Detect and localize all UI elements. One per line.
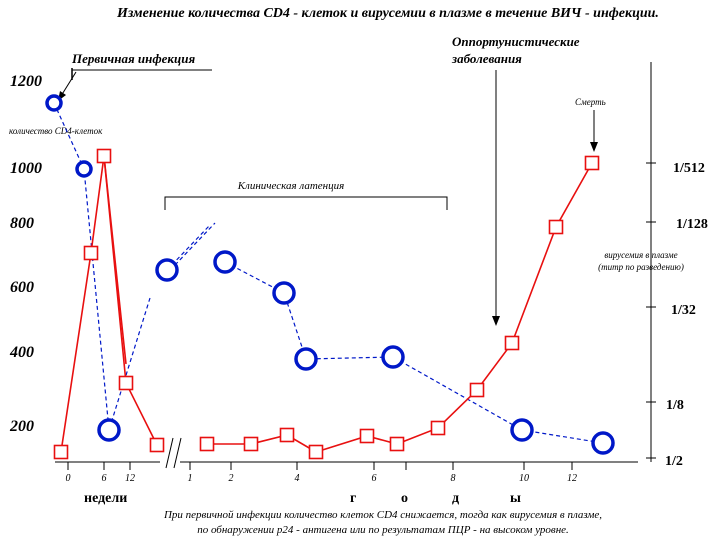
years-letter: ы (510, 491, 521, 506)
x-tick-label: 2 (229, 473, 234, 484)
cd4-point (272, 281, 296, 305)
x-tick-label: 4 (295, 473, 300, 484)
x-tick-label: 6 (372, 473, 377, 484)
left-tick-label: 800 (10, 215, 34, 232)
right-tick-label: 1/32 (671, 303, 696, 318)
viral-line-segment (207, 162, 593, 453)
viral-point (149, 437, 165, 453)
cd4-point (510, 418, 534, 442)
viral-point (359, 428, 375, 444)
cd4-point (213, 250, 237, 274)
viral-point (504, 335, 520, 351)
x-tick-label: 1 (188, 473, 193, 484)
viral-point (53, 444, 69, 460)
right-axis: 1/512 1/128 1/32 1/8 1/2 вирусемия в пла… (598, 62, 708, 469)
viral-point (584, 155, 600, 171)
right-axis-label: (титр по разведению) (598, 262, 684, 272)
viral-point (243, 436, 259, 452)
x-tick-label: 10 (519, 473, 529, 484)
axis-break-mark (165, 437, 174, 469)
footnote-line: по обнаружении р24 - антигена или по рез… (197, 524, 569, 536)
left-axis: 1200 количество CD4-клеток 1000 800 600 … (9, 73, 103, 435)
viral-point (96, 148, 112, 164)
left-axis-label: количество CD4-клеток (9, 126, 103, 136)
opportunistic-arrowhead (492, 316, 500, 326)
x-axis: 0 6 12 1 2 4 6 8 10 12 недели г о д ы (55, 437, 638, 506)
right-axis-label: вирусемия в плазме (604, 250, 677, 260)
latency-bracket-line (164, 196, 448, 210)
cd4-line-segment (174, 222, 216, 266)
footnote-line: При первичной инфекции количество клеток… (163, 509, 602, 521)
cd4-point (97, 418, 121, 442)
cd4-point (591, 431, 615, 455)
viral-point (118, 375, 134, 391)
viral-point (469, 382, 485, 398)
left-tick-label: 400 (9, 344, 34, 361)
cd4-point (45, 94, 63, 112)
years-letter: о (401, 491, 408, 506)
right-tick-label: 1/8 (666, 398, 684, 413)
right-tick-label: 1/128 (676, 217, 708, 232)
axis-break-mark (173, 437, 182, 469)
latency-label: Клиническая латенция (237, 180, 345, 192)
opportunistic-label: Оппортунистические (452, 34, 580, 49)
cd4-line-segment (224, 261, 604, 444)
x-tick-label: 12 (125, 473, 135, 484)
death-label: Смерть (575, 97, 606, 107)
x-tick-label: 0 (66, 473, 71, 484)
left-tick-label: 600 (10, 279, 34, 296)
weeks-label: недели (84, 491, 127, 506)
opportunistic-label: заболевания (451, 51, 522, 66)
cd4-point (75, 160, 93, 178)
viral-point (199, 436, 215, 452)
viral-point (548, 219, 564, 235)
left-tick-label: 1000 (10, 160, 42, 177)
viral-point (308, 444, 324, 460)
death-arrowhead (590, 142, 598, 152)
right-tick-label: 1/512 (673, 161, 705, 176)
viral-series-markers (53, 148, 600, 460)
cd4-series-lines (53, 102, 604, 444)
cd4-series-markers (45, 94, 615, 455)
primary-infection-arrow (60, 71, 77, 97)
right-tick-label: 1/2 (665, 454, 683, 469)
primary-infection-annotation: Первичная инфекция (58, 51, 212, 101)
opportunistic-annotation: Оппортунистические заболевания (451, 34, 580, 326)
left-tick-label: 200 (9, 418, 34, 435)
latency-bracket: Клиническая латенция (164, 180, 448, 210)
viral-point (83, 245, 99, 261)
years-letter: г (350, 491, 356, 506)
viral-series-lines (60, 155, 593, 453)
viral-point (279, 427, 295, 443)
chart-title: Изменение количества CD4 - клеток и виру… (116, 6, 659, 21)
death-annotation: Смерть (575, 97, 606, 152)
years-letter: д (452, 491, 459, 506)
cd4-line-segment (53, 102, 151, 431)
cd4-point (381, 345, 405, 369)
cd4-point (294, 347, 318, 371)
x-tick-label: 6 (102, 473, 107, 484)
x-tick-label: 12 (567, 473, 577, 484)
viral-line-segment (103, 155, 127, 365)
viral-point (389, 436, 405, 452)
cd4-point (155, 258, 179, 282)
primary-infection-label: Первичная инфекция (71, 51, 195, 66)
x-tick-label: 8 (451, 473, 456, 484)
left-tick-label: 1200 (10, 73, 42, 90)
viral-point (430, 420, 446, 436)
